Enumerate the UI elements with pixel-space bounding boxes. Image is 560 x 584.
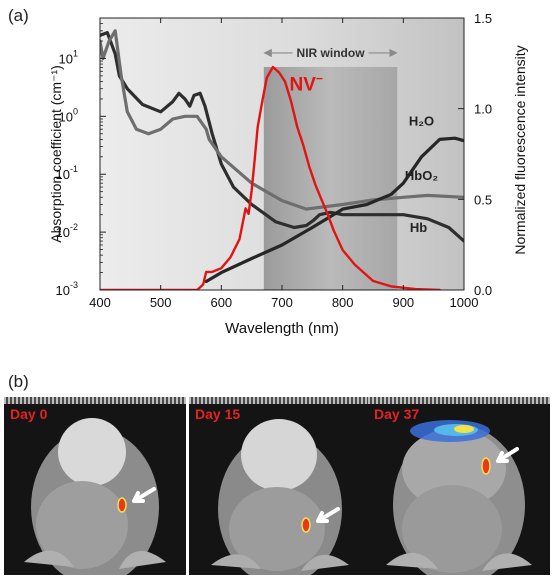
mouse-image <box>211 419 349 575</box>
series-label: H₂O <box>409 113 434 128</box>
mouse-photo-day-0: Day 0 <box>4 397 186 575</box>
panel-a-label: (a) <box>8 6 29 25</box>
tumor-signal <box>301 517 311 533</box>
tumor-signal <box>481 457 491 475</box>
arrow-icon <box>496 447 519 463</box>
day-label: Day 15 <box>195 406 241 422</box>
nir-window-label: NIR window <box>297 46 366 60</box>
series-line-nv <box>100 65 441 290</box>
y-right-tick-label: 1.5 <box>474 11 492 26</box>
mouse-photo-day-15: Day 15 <box>189 397 371 575</box>
photo-scale-bar <box>368 397 550 404</box>
y-left-tick-label: 10-3 <box>56 280 78 298</box>
photo-scale-bar <box>4 397 186 404</box>
day-label: Day 37 <box>374 406 420 422</box>
x-axis-label: Wavelength (nm) <box>225 320 339 337</box>
x-tick-label: 900 <box>392 295 414 310</box>
y-left-tick-label: 101 <box>59 48 78 66</box>
photo-scale-bar <box>189 397 371 404</box>
nir-window-band <box>263 66 398 291</box>
series-layer <box>100 29 464 290</box>
x-tick-label: 500 <box>150 295 172 310</box>
day-label: Day 0 <box>10 406 48 422</box>
mouse-image <box>24 418 166 575</box>
x-axis: 400 500 600 700 800 900 1000 <box>89 18 478 310</box>
series-line-ho <box>204 136 464 284</box>
y-right-tick-label: 0.0 <box>474 283 492 298</box>
panel-b-label: (b) <box>8 372 29 391</box>
arrow-icon <box>132 487 156 503</box>
series-line-hbo <box>100 29 464 211</box>
mouse-photo-day-37: Day 37 <box>368 397 550 575</box>
y-right-tick-label: 1.0 <box>474 102 492 117</box>
x-tick-label: 800 <box>332 295 354 310</box>
series-label: Hb <box>410 220 427 235</box>
x-tick-label: 1000 <box>450 295 479 310</box>
x-tick-label: 400 <box>89 295 111 310</box>
x-tick-label: 700 <box>271 295 293 310</box>
x-tick-label: 600 <box>210 295 232 310</box>
absorption-fluorescence-chart: NIR window 400 500 600 700 800 900 1000 101 100… <box>48 11 528 337</box>
y-axis-left-label: Absorption coefficient (cm⁻¹) <box>48 65 64 243</box>
mouse-image <box>386 420 532 575</box>
arrow-icon <box>316 507 340 523</box>
y-axis-right-label: Normalized fluorescence intensity <box>512 45 528 254</box>
y-right-tick-label: 0.5 <box>474 192 492 207</box>
tumor-signal <box>117 497 127 513</box>
y-axis-right: 1.5 1.0 0.5 0.0 <box>458 11 492 298</box>
series-label: HbO₂ <box>405 168 438 183</box>
